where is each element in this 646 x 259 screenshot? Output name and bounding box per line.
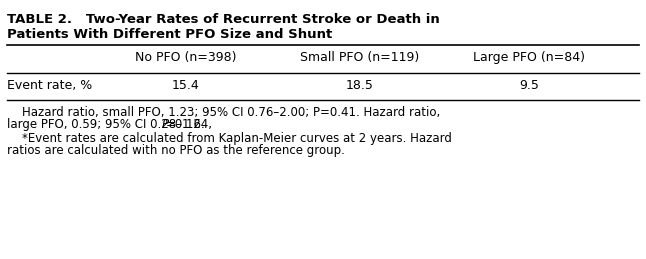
Text: TABLE 2.   Two-Year Rates of Recurrent Stroke or Death in: TABLE 2. Two-Year Rates of Recurrent Str… <box>7 13 440 26</box>
Text: Hazard ratio, small PFO, 1.23; 95% CI 0.76–2.00; P=0.41. Hazard ratio,: Hazard ratio, small PFO, 1.23; 95% CI 0.… <box>7 106 441 119</box>
Text: large PFO, 0.59; 95% CI 0.28–1.24,: large PFO, 0.59; 95% CI 0.28–1.24, <box>7 118 216 131</box>
Text: Large PFO (n=84): Large PFO (n=84) <box>473 51 585 64</box>
Text: Small PFO (n=119): Small PFO (n=119) <box>300 51 419 64</box>
Text: No PFO (n=398): No PFO (n=398) <box>135 51 236 64</box>
Text: 18.5: 18.5 <box>346 78 374 91</box>
Text: *Event rates are calculated from Kaplan-Meier curves at 2 years. Hazard: *Event rates are calculated from Kaplan-… <box>7 132 452 145</box>
Text: 9.5: 9.5 <box>519 78 539 91</box>
Text: 15.4: 15.4 <box>172 78 200 91</box>
Text: P: P <box>162 118 169 131</box>
Text: ratios are calculated with no PFO as the reference group.: ratios are calculated with no PFO as the… <box>7 144 345 157</box>
Text: Event rate, %: Event rate, % <box>7 78 92 91</box>
Text: Patients With Different PFO Size and Shunt: Patients With Different PFO Size and Shu… <box>7 28 333 41</box>
Text: =0.16.: =0.16. <box>166 118 205 131</box>
